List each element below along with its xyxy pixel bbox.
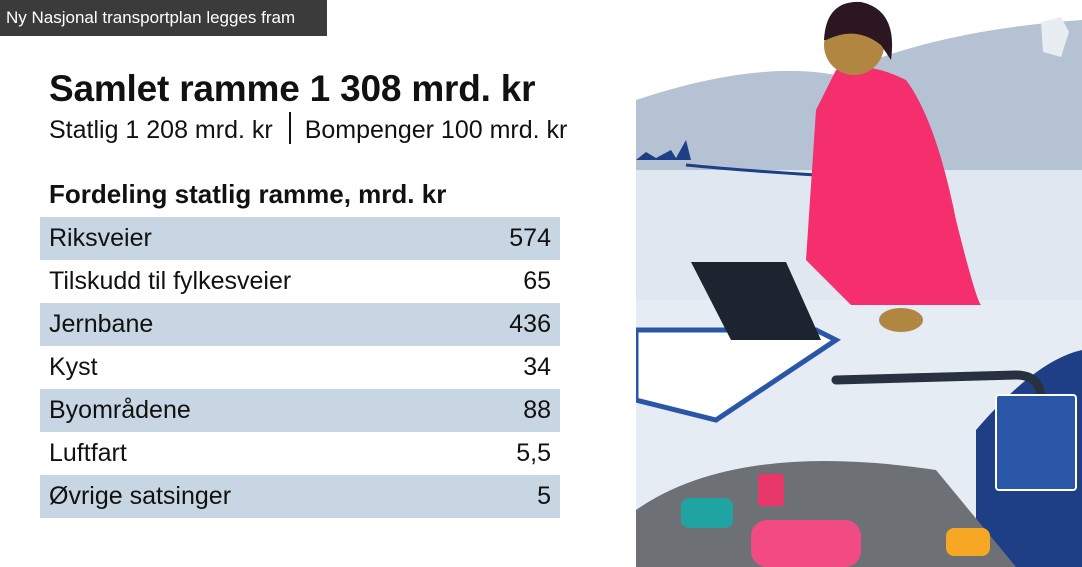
row-value: 5,5 xyxy=(516,439,551,467)
city-skyline xyxy=(636,140,691,160)
table-row: Jernbane 436 xyxy=(40,303,560,346)
table-heading: Fordeling statlig ramme, mrd. kr xyxy=(49,179,447,209)
road-sign xyxy=(995,394,1077,491)
table-row: Riksveier 574 xyxy=(40,217,560,260)
row-label: Luftfart xyxy=(49,439,127,467)
table-row: Øvrige satsinger 5 xyxy=(40,475,560,518)
truck xyxy=(758,474,784,506)
laptop xyxy=(691,262,821,340)
row-label: Kyst xyxy=(49,353,98,381)
coat-of-arms-logo xyxy=(1041,17,1069,57)
row-value: 5 xyxy=(537,482,551,510)
row-value: 88 xyxy=(523,396,551,424)
row-value: 34 xyxy=(523,353,551,381)
divider xyxy=(288,112,291,144)
row-value: 436 xyxy=(509,310,551,338)
car-orange xyxy=(946,528,990,556)
row-value: 65 xyxy=(523,267,551,295)
budget-table: Riksveier 574 Tilskudd til fylkesveier 65 … xyxy=(40,217,560,518)
headline-badge: Ny Nasjonal transportplan legges fram xyxy=(0,0,327,36)
person-hand xyxy=(879,308,923,332)
subtitle-state: Statlig 1 208 mrd. kr xyxy=(49,116,273,144)
table-row: Tilskudd til fylkesveier 65 xyxy=(40,260,560,303)
row-label: Tilskudd til fylkesveier xyxy=(49,267,292,295)
car-teal xyxy=(681,498,733,528)
subtitle-tolls: Bompenger 100 mrd. kr xyxy=(304,116,568,144)
person-hair xyxy=(824,1,893,60)
subtitle: Statlig 1 208 mrd. kr Bompenger 100 mrd. … xyxy=(49,112,567,145)
row-label: Riksveier xyxy=(49,224,152,252)
table-row: Luftfart 5,5 xyxy=(40,432,560,475)
table-row: Kyst 34 xyxy=(40,346,560,389)
row-label: Jernbane xyxy=(49,310,154,338)
row-label: Øvrige satsinger xyxy=(49,482,232,510)
bridge xyxy=(685,163,817,177)
page-title: Samlet ramme 1 308 mrd. kr xyxy=(49,68,536,109)
row-label: Byområdene xyxy=(49,396,191,424)
road xyxy=(636,461,1016,567)
row-value: 574 xyxy=(509,224,551,252)
car-pink xyxy=(751,520,861,567)
table-row: Byområdene 88 xyxy=(40,389,560,432)
illustration xyxy=(636,0,1082,567)
person-jacket xyxy=(806,66,981,306)
